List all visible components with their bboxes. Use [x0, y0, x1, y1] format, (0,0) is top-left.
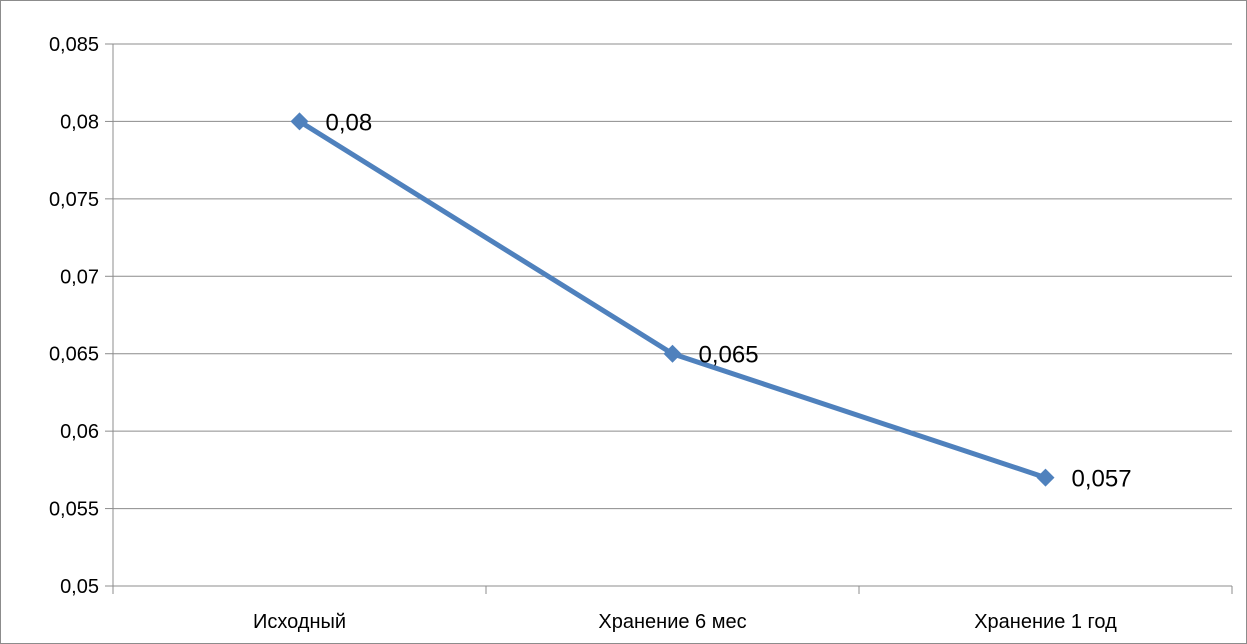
x-tick-label: Хранение 6 мес	[598, 611, 746, 633]
x-tick-labels: Исходный Хранение 6 мес Хранение 1 год	[253, 611, 1117, 633]
y-tick-label: 0,07	[60, 266, 99, 288]
x-tick-label: Хранение 1 год	[974, 611, 1117, 633]
y-tick-label: 0,06	[60, 421, 99, 443]
data-label: 0,057	[1072, 466, 1132, 493]
y-tick-label: 0,075	[49, 189, 99, 211]
data-point-marker	[290, 112, 309, 131]
data-label: 0,065	[699, 342, 759, 369]
data-label: 0,08	[326, 109, 373, 136]
y-tick-label: 0,085	[49, 34, 99, 56]
y-tick-label: 0,08	[60, 111, 99, 133]
y-tick-labels: 0,05 0,055 0,06 0,065 0,07 0,075 0,08 0,085	[49, 34, 99, 598]
x-tick-label: Исходный	[253, 611, 346, 633]
y-tick-label: 0,05	[60, 576, 99, 598]
y-tick-label: 0,055	[49, 499, 99, 521]
gridlines	[113, 43, 1232, 510]
data-point-marker	[1036, 468, 1055, 487]
series	[290, 112, 1055, 487]
data-labels: 0,08 0,065 0,057	[326, 109, 1132, 492]
axes	[105, 43, 1233, 594]
y-tick-label: 0,065	[49, 344, 99, 366]
data-point-marker	[663, 344, 682, 363]
